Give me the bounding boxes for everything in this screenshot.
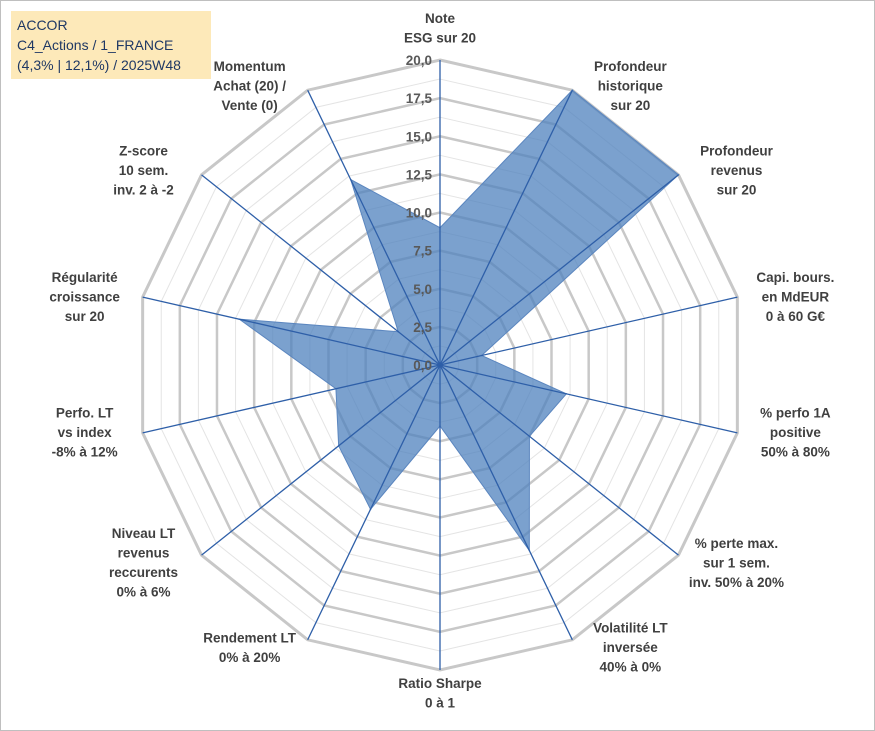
axis-spoke [439,89,573,366]
category-label-line: inv. 2 à -2 [113,183,174,198]
category-label-line: Profondeur [700,144,773,159]
category-label: Perfo. LT vs index -8% à 12% [52,406,118,460]
title-line-1: ACCOR [17,17,68,33]
category-label-line: Profondeur [594,59,667,74]
category-labels: Note ESG sur 20 Profondeur historique sur 20… [49,11,834,711]
category-label-line: % perfo 1A [760,406,831,421]
category-label-line: Régularité [52,270,119,285]
category-label: Profondeur historique sur 20 [594,59,667,113]
category-label-line: Rendement LT [203,630,297,645]
category-label-line: Achat (20) / [213,78,286,93]
category-label: Volatilité LT inversée 40% à 0% [593,621,668,675]
category-label-line: revenus [118,546,170,561]
category-label-line: 40% à 0% [600,660,662,675]
chart-title-box: ACCOR C4_Actions / 1_FRANCE (4,3% | 12,1… [11,11,211,79]
tick-label: 5,0 [413,282,432,297]
axis-spoke [201,174,441,366]
category-label: Note ESG sur 20 [404,11,476,46]
axis-spoke [142,364,441,434]
category-label: Niveau LT revenus reccurents 0% à 6% [109,526,178,600]
axis-spoke [439,364,573,641]
category-label-line: reccurents [109,565,178,580]
category-label-line: ESG sur 20 [404,31,476,46]
category-label-line: revenus [711,163,763,178]
category-label: Régularité croissance sur 20 [49,270,120,324]
category-label-line: 0 à 1 [425,696,456,711]
series-area [237,89,680,553]
title-line-3: (4,3% | 12,1%) / 2025W48 [17,57,181,73]
title-line-2: C4_Actions / 1_FRANCE [17,37,174,53]
axis-spoke [439,296,738,366]
category-label-line: sur 1 sem. [703,555,770,570]
axis-spoke [439,364,738,434]
category-label-line: % perte max. [695,536,778,551]
tick-label: 10,0 [406,206,432,221]
tick-label: 17,5 [406,91,433,106]
tick-labels: 0,0 2,5 5,0 7,5 10,0 12,5 15,0 17,5 20,0 [406,53,433,373]
category-label-line: Perfo. LT [56,406,114,421]
category-label: % perte max. sur 1 sem. inv. 50% à 20% [689,536,784,590]
category-label-line: sur 20 [610,98,650,113]
axis-spoke [307,89,441,366]
category-label: % perfo 1A positive 50% à 80% [760,406,831,460]
tick-label: 12,5 [406,167,433,182]
category-label-line: Momentum [214,59,286,74]
category-label-line: -8% à 12% [52,445,118,460]
category-label-line: Note [425,11,455,26]
category-label-line: 0% à 6% [117,585,171,600]
tick-label: 15,0 [406,129,432,144]
category-label-line: Niveau LT [112,526,176,541]
category-label-line: 50% à 80% [761,445,830,460]
category-label: Profondeur revenus sur 20 [700,144,773,198]
tick-label: 2,5 [413,320,432,335]
category-label-line: en MdEUR [762,289,830,304]
category-label: Capi. bours. en MdEUR 0 à 60 G€ [756,270,834,324]
axis-spoke [201,364,441,556]
category-label-line: Z-score [119,144,168,159]
category-label-line: positive [770,425,822,440]
axis-lines [142,60,738,670]
category-label: Ratio Sharpe 0 à 1 [398,676,482,711]
axis-spoke [307,364,441,641]
category-label-line: croissance [49,289,120,304]
category-label-line: sur 20 [717,183,757,198]
tick-label: 0,0 [413,358,432,373]
category-label-line: sur 20 [65,309,105,324]
category-label-line: historique [598,78,664,93]
category-label-line: 0% à 20% [219,650,281,665]
category-label-line: Ratio Sharpe [398,676,482,691]
axis-spoke [142,296,441,366]
category-label: Momentum Achat (20) / Vente (0) [213,59,286,113]
category-label-line: 10 sem. [119,163,169,178]
tick-label: 7,5 [413,244,432,259]
category-label-line: inv. 50% à 20% [689,575,784,590]
category-label-line: 0 à 60 G€ [766,309,826,324]
category-label-line: Capi. bours. [756,270,834,285]
axis-spoke [439,364,679,556]
category-label-line: vs index [58,425,113,440]
category-label-line: Volatilité LT [593,621,668,636]
tick-label: 20,0 [406,53,432,68]
category-label-line: inversée [603,640,658,655]
category-label: Z-score 10 sem. inv. 2 à -2 [113,144,174,198]
category-label-line: Vente (0) [222,98,278,113]
category-label: Rendement LT 0% à 20% [203,630,297,665]
axis-spoke [439,174,679,366]
